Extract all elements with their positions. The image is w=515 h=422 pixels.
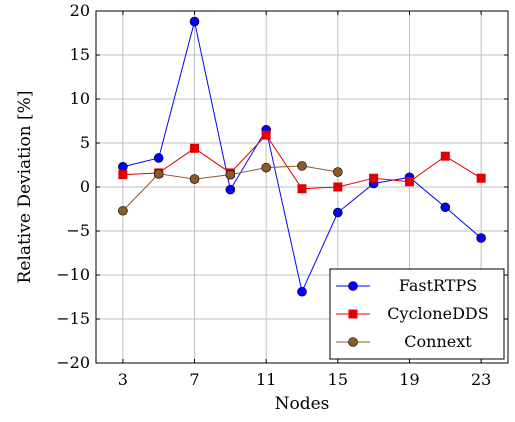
data-point — [225, 169, 236, 180]
x-axis-label: Nodes — [275, 394, 330, 414]
y-axis-label: Relative Deviation [%] — [15, 91, 35, 284]
legend-marker — [348, 309, 358, 319]
legend-item: CycloneDDS — [336, 304, 489, 323]
data-point — [333, 207, 343, 218]
grid-lines — [96, 10, 508, 364]
legend-label: CycloneDDS — [387, 304, 488, 323]
x-tick-label: 23 — [471, 370, 491, 389]
y-tick-label: −10 — [56, 265, 90, 284]
data-point — [118, 170, 128, 180]
data-point — [189, 16, 200, 27]
data-point — [118, 161, 128, 172]
data-point — [404, 177, 414, 187]
data-point — [369, 173, 379, 183]
tick-labels: 3 7 11 15 19 23 −20 −15 −10 −5 0 5 10 15 20 — [56, 1, 491, 389]
legend-label: FastRTPS — [399, 276, 477, 295]
y-tick-label: −5 — [66, 221, 90, 240]
y-tick-label: 0 — [80, 177, 90, 196]
x-tick-label: 19 — [399, 370, 419, 389]
legend-label: Connext — [404, 332, 472, 351]
y-tick-label: −20 — [56, 353, 90, 372]
data-point — [440, 202, 451, 213]
data-point — [333, 167, 343, 177]
data-point — [476, 173, 486, 183]
data-point — [297, 161, 307, 171]
series-fastrtps — [118, 16, 486, 297]
series-line — [122, 21, 482, 294]
x-tick-label: 7 — [189, 370, 199, 389]
x-tick-label: 3 — [118, 370, 128, 389]
data-point — [476, 233, 486, 243]
legend-marker — [348, 337, 358, 347]
data-point — [333, 182, 343, 192]
legend: FastRTPS CycloneDDS Connext — [329, 268, 505, 360]
y-tick-label: 5 — [80, 133, 90, 152]
x-tick-label: 15 — [328, 370, 348, 389]
data-point — [118, 205, 128, 216]
y-tick-label: 15 — [70, 45, 90, 64]
series-connext — [118, 161, 343, 216]
plot-frame — [95, 10, 509, 364]
data-point — [261, 130, 271, 140]
data-point — [153, 169, 164, 179]
data-point — [261, 162, 271, 173]
data-point — [189, 174, 200, 184]
data-series — [118, 16, 486, 297]
x-tick-label: 11 — [256, 370, 276, 389]
legend-item: FastRTPS — [336, 276, 477, 295]
data-point — [225, 184, 236, 195]
y-tick-label: 20 — [70, 1, 90, 20]
legend-item: Connext — [336, 332, 472, 351]
data-point — [297, 286, 307, 297]
data-point — [190, 143, 200, 153]
legend-marker — [348, 281, 358, 291]
y-tick-label: 10 — [70, 89, 90, 108]
y-tick-label: −15 — [56, 309, 90, 328]
data-point — [153, 153, 164, 163]
data-point — [297, 184, 307, 194]
data-point — [440, 151, 450, 161]
